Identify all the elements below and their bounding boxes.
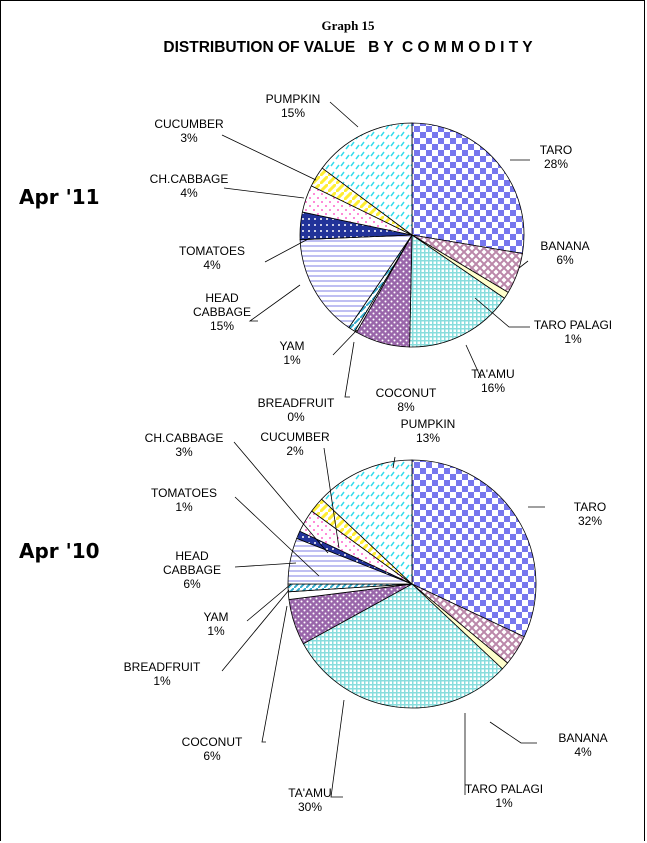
pie-slice-apr-10-pumpkin xyxy=(321,459,413,585)
pie-slice-apr-11-taamu xyxy=(409,234,505,348)
slice-label-apr-10-taro: TARO 32% xyxy=(574,500,606,528)
slice-label-apr-10-ch-cabbage: CH.CABBAGE 3% xyxy=(145,431,224,459)
graph-number: Graph 15 xyxy=(321,18,375,33)
pie-slice-apr-11-pumpkin xyxy=(321,122,413,236)
chart-title: DISTRIBUTION OF VALUE B Y C O M M O D I … xyxy=(163,39,533,56)
slice-label-apr-11-breadfruit: BREADFRUIT 0% xyxy=(258,396,335,424)
slice-label-apr-11-pumpkin: PUMPKIN 15% xyxy=(266,92,321,120)
slice-label-apr-11-cucumber: CUCUMBER 3% xyxy=(154,117,224,145)
leader-line-apr-11-cucumber xyxy=(221,134,317,181)
leader-line-apr-11-yam xyxy=(332,329,358,356)
leader-line-apr-10-taamu xyxy=(330,699,345,798)
pie-label-apr-10: Apr '10 xyxy=(19,539,100,563)
pie-slice-apr-11-taro xyxy=(411,122,525,254)
slice-label-apr-10-taro-palagi: TARO PALAGI 1% xyxy=(465,782,543,810)
leader-line-apr-11-breadfruit xyxy=(344,341,355,398)
pie-apr-10: TARO 32% BANANA 4% TARO PALAGI 1% TA'AMU 30% COC… xyxy=(124,417,608,814)
slice-label-apr-10-coconut: COCONUT 6% xyxy=(182,735,243,763)
leader-line-apr-11-taro-palagi xyxy=(474,297,530,328)
slice-label-apr-10-cucumber: CUCUMBER 2% xyxy=(260,430,330,458)
slice-label-apr-10-yam: YAM 1% xyxy=(203,610,228,638)
pie-slice-apr-11-head-cabbage xyxy=(299,234,413,329)
pie-slice-apr-10-taamu xyxy=(302,583,503,709)
pie-label-apr-11: Apr '11 xyxy=(19,185,100,209)
leader-line-apr-10-breadfruit xyxy=(221,589,290,672)
leader-line-apr-10-tomatoes xyxy=(234,496,320,577)
slice-label-apr-11-ch-cabbage: CH.CABBAGE 4% xyxy=(150,172,229,200)
leader-line-apr-10-coconut xyxy=(261,605,288,743)
leader-line-apr-10-ch-cabbage xyxy=(233,441,329,554)
slice-label-apr-11-taro-palagi: TARO PALAGI 1% xyxy=(534,318,612,346)
slice-label-apr-10-breadfruit: BREADFRUIT 1% xyxy=(124,660,201,688)
slice-label-apr-11-banana: BANANA 6% xyxy=(540,239,589,267)
slice-label-apr-10-taamu: TA'AMU 30% xyxy=(288,786,331,814)
leader-line-apr-10-pumpkin xyxy=(392,456,396,469)
slice-label-apr-11-coconut: COCONUT 8% xyxy=(376,386,437,414)
slice-label-apr-11-head-cabbage: HEAD CABBAGE 15% xyxy=(193,291,251,333)
slice-label-apr-11-tomatoes: TOMATOES 4% xyxy=(179,244,245,272)
leader-line-apr-10-cucumber xyxy=(323,447,340,549)
slice-label-apr-11-taamu: TA'AMU 16% xyxy=(471,367,514,395)
leader-line-apr-10-banana xyxy=(489,721,537,744)
slice-label-apr-11-yam: YAM 1% xyxy=(279,339,304,367)
leader-line-apr-11-head-cabbage xyxy=(248,284,301,322)
leader-line-apr-11-banana xyxy=(518,260,529,269)
leader-line-apr-10-yam xyxy=(246,583,292,622)
slice-label-apr-10-head-cabbage: HEAD CABBAGE 6% xyxy=(163,549,221,591)
leader-line-apr-11-ch-cabbage xyxy=(223,187,305,199)
leader-line-apr-10-head-cabbage xyxy=(234,562,297,568)
slice-label-apr-10-pumpkin: PUMPKIN 13% xyxy=(401,417,456,445)
pie-apr-11: TARO 28% BANANA 6% TARO PALAGI 1% TA'AMU 16% COC… xyxy=(150,92,612,424)
leader-line-apr-11-tomatoes xyxy=(264,237,311,263)
slice-label-apr-11-taro: TARO 28% xyxy=(540,143,572,171)
leader-line-apr-11-pumpkin xyxy=(329,101,359,128)
leader-line-apr-11-taamu xyxy=(465,344,482,379)
slice-label-apr-10-tomatoes: TOMATOES 1% xyxy=(151,486,217,514)
slice-label-apr-10-banana: BANANA 4% xyxy=(558,731,607,759)
pie-slice-apr-10-taro xyxy=(411,459,537,638)
